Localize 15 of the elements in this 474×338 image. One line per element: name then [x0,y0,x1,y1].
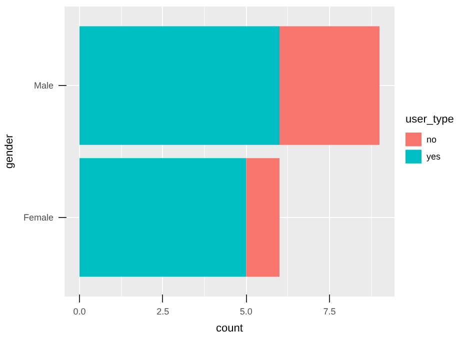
bar [80,158,246,277]
x-tick-label: 7.5 [323,306,336,316]
x-tick-label: 2.5 [156,306,170,316]
x-tick-label: 0.0 [73,306,86,316]
legend-label: no [426,134,437,144]
y-axis-title: gender [3,134,16,169]
bar [246,158,280,277]
legend-title: user_type [406,114,454,126]
y-tick-label: Male [34,80,54,91]
x-tick-label: 5.0 [240,306,252,316]
legend-label: yes [426,152,442,162]
y-tick-label: Female [23,212,54,222]
bar [80,26,280,145]
bar [280,26,380,145]
x-axis-title: count [216,322,243,334]
